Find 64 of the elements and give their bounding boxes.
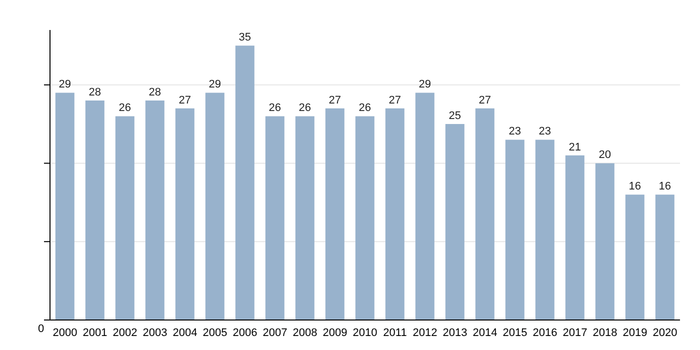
x-tick-label: 2015	[502, 326, 528, 339]
x-tick-label: 2019	[622, 326, 648, 339]
data-label: 25	[448, 110, 462, 122]
bar	[355, 116, 374, 320]
bar	[655, 194, 674, 320]
x-tick-label: 2013	[442, 326, 468, 339]
x-tick-label: 2012	[412, 326, 438, 339]
data-label: 29	[418, 78, 432, 91]
data-label: 28	[148, 86, 162, 99]
text: 0	[38, 323, 44, 335]
bar	[415, 92, 434, 320]
bar	[55, 92, 74, 320]
x-tick-label: 2017	[562, 326, 588, 339]
bar	[295, 116, 314, 320]
x-tick-label: 2007	[262, 326, 288, 339]
bar	[205, 92, 224, 320]
x-tick-label: 2002	[112, 326, 138, 339]
bar	[535, 140, 554, 320]
bar	[505, 140, 524, 320]
x-tick-label: 2016	[532, 326, 558, 339]
bar	[145, 100, 164, 320]
x-tick-label: 2020	[652, 326, 678, 339]
x-tick-label: 2010	[352, 326, 378, 339]
bar	[115, 116, 134, 320]
data-label: 26	[358, 102, 372, 114]
data-label: 27	[178, 94, 192, 106]
x-tick-label: 2005	[202, 326, 228, 339]
data-label: 16	[658, 180, 672, 193]
data-label: 29	[58, 78, 72, 91]
data-label: 16	[628, 180, 642, 193]
data-label: 23	[538, 126, 552, 138]
data-label: 26	[298, 102, 312, 114]
data-label: 20	[598, 149, 612, 162]
data-label: 27	[328, 94, 342, 106]
data-label: 28	[88, 86, 102, 99]
bar	[625, 194, 644, 320]
data-label: 26	[118, 102, 132, 114]
x-tick-label: 2011	[383, 326, 407, 339]
bar	[325, 108, 344, 320]
bar	[265, 116, 284, 320]
bar	[445, 124, 464, 320]
x-tick-label: 2008	[292, 326, 318, 339]
x-tick-label: 2009	[322, 326, 348, 339]
bar	[565, 155, 584, 320]
bar	[85, 100, 104, 320]
x-tick-label: 2000	[52, 326, 78, 339]
data-label: 21	[568, 141, 582, 154]
x-tick-label: 2018	[592, 326, 618, 339]
data-label: 27	[478, 94, 492, 106]
x-tick-label: 2004	[172, 326, 198, 339]
x-tick-label: 2001	[82, 326, 108, 339]
bar	[175, 108, 194, 320]
x-tick-label: 2003	[142, 326, 168, 339]
bar	[475, 108, 494, 320]
x-tick-label: 2014	[472, 326, 498, 339]
data-label: 23	[508, 126, 522, 138]
data-label: 29	[208, 78, 222, 91]
bar	[235, 46, 254, 320]
bar	[385, 108, 404, 320]
data-label: 27	[388, 94, 402, 106]
data-label: 26	[268, 102, 282, 114]
bar	[595, 163, 614, 320]
x-tick-label: 2006	[232, 326, 258, 339]
data-label: 35	[238, 32, 252, 44]
